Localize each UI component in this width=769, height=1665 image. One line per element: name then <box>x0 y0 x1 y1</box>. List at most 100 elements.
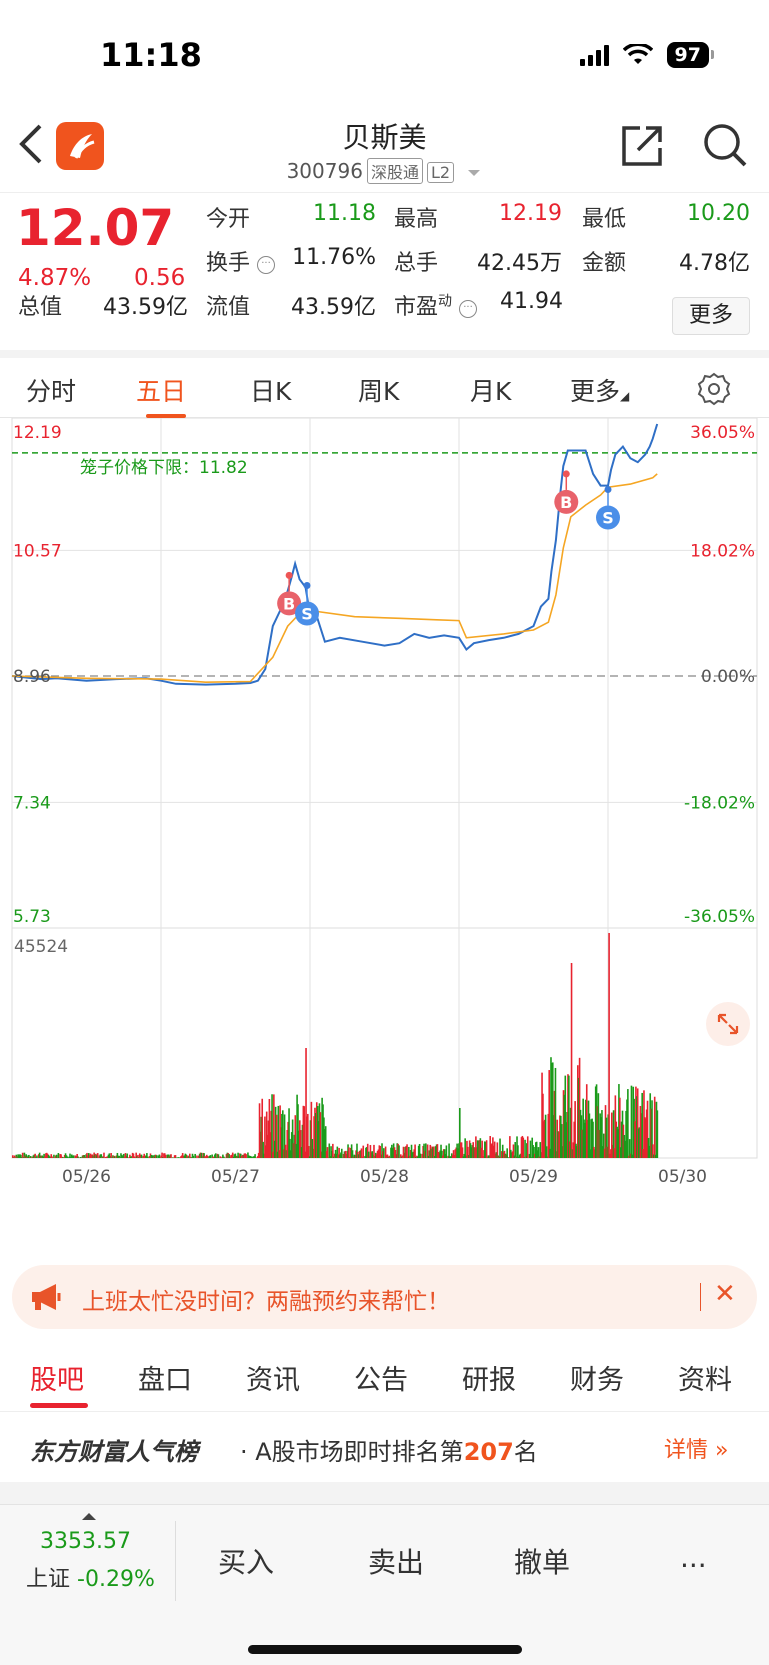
volume-bar <box>457 1148 459 1158</box>
marker-badge <box>596 505 620 530</box>
volume-bar <box>48 1156 51 1158</box>
share-icon[interactable] <box>620 124 664 168</box>
series-price <box>11 423 659 686</box>
volume-bar <box>39 1155 42 1158</box>
volume-bar <box>184 1153 187 1158</box>
volume-bar <box>249 1155 252 1158</box>
volume-bar <box>199 1152 202 1158</box>
search-icon[interactable] <box>702 122 748 168</box>
expand-chart-button[interactable] <box>706 1002 750 1046</box>
gear-icon[interactable] <box>697 372 731 406</box>
app-logo[interactable] <box>56 122 104 170</box>
volume-bar <box>641 1092 643 1158</box>
volume-bar <box>442 1155 444 1158</box>
volume-bar <box>533 1146 535 1158</box>
buy-button[interactable]: 买入 <box>218 1546 275 1579</box>
more-actions-button[interactable]: ... <box>680 1541 707 1574</box>
volume-bar <box>505 1154 508 1158</box>
volume-bar <box>124 1153 127 1158</box>
x-tick-label: 05/29 <box>509 1167 558 1187</box>
active-tab-underline <box>146 414 186 418</box>
volume-bar <box>54 1155 57 1158</box>
volume-bar <box>167 1154 170 1158</box>
volume-bar <box>539 1142 542 1158</box>
volume-bar <box>445 1145 448 1158</box>
popularity-rank[interactable]: 东方财富人气榜 · A股市场即时排名第207名 详情 » <box>0 1412 769 1482</box>
tab-profile[interactable]: 资料 <box>678 1365 732 1396</box>
buy-marker[interactable]: B <box>554 470 579 514</box>
volume-bar <box>98 1155 101 1158</box>
more-quote-button[interactable]: 更多 <box>672 297 750 335</box>
volume-bar <box>537 1147 540 1158</box>
rank-brand: 东方财富人气榜 <box>30 1438 198 1466</box>
tab-order-book[interactable]: 盘口 <box>138 1365 192 1396</box>
sell-marker[interactable]: S <box>295 581 320 626</box>
stock-code-line[interactable]: 300796 深股通 L2 <box>0 158 769 184</box>
sell-button[interactable]: 卖出 <box>368 1546 425 1579</box>
tab-monthly-k[interactable]: 月K <box>470 377 512 406</box>
volume-bar <box>49 1156 52 1158</box>
tab-news[interactable]: 资讯 <box>246 1365 300 1396</box>
volume-bar <box>265 1145 267 1158</box>
volume-bar <box>585 1084 588 1158</box>
volume-bar <box>202 1152 205 1158</box>
sell-marker[interactable]: S <box>596 486 620 530</box>
volume-bar <box>42 1156 44 1158</box>
volume-bar <box>559 1115 561 1158</box>
rank-detail-link[interactable]: 详情 » <box>664 1438 729 1463</box>
tab-announcements[interactable]: 公告 <box>354 1365 408 1396</box>
volume-bar <box>541 1072 543 1158</box>
tab-financials[interactable]: 财务 <box>570 1365 624 1396</box>
volume-bar <box>209 1155 212 1158</box>
back-button[interactable] <box>18 122 48 172</box>
tab-weekly-k[interactable]: 周K <box>358 377 400 406</box>
volume-bar <box>45 1153 47 1158</box>
chart-grid <box>11 418 758 1159</box>
volume-bar <box>217 1154 220 1158</box>
volume-bar <box>172 1157 174 1158</box>
volume-bar <box>60 1154 62 1158</box>
tab-forum[interactable]: 股吧 <box>30 1365 84 1396</box>
promo-banner[interactable]: 上班太忙没时间？两融预约来帮忙！ ✕ <box>12 1265 757 1329</box>
volume-bar <box>550 1057 552 1158</box>
tab-five-day[interactable]: 五日 <box>136 377 187 406</box>
index-line[interactable]: 上证 -0.29% <box>26 1567 155 1592</box>
tab-research[interactable]: 研报 <box>462 1365 516 1396</box>
volume-bar <box>605 1117 608 1158</box>
volume-bar <box>208 1155 211 1158</box>
info-dots-icon[interactable]: ··· <box>257 256 276 274</box>
volume-bar <box>473 1147 475 1158</box>
price-lines <box>11 423 659 686</box>
volume-bar <box>333 1153 336 1158</box>
volume-bar <box>416 1156 419 1158</box>
volume-bar <box>130 1156 132 1158</box>
wifi-icon <box>622 44 653 64</box>
cancel-order-button[interactable]: 撤单 <box>514 1546 571 1579</box>
index-value[interactable]: 3353.57 <box>40 1529 131 1554</box>
tab-more[interactable]: 更多◢ <box>570 377 630 406</box>
volume-bar <box>652 1144 654 1158</box>
volume-bar <box>528 1153 531 1158</box>
volume-bar <box>297 1104 299 1158</box>
volume-bar <box>437 1151 440 1158</box>
volume-bar <box>478 1140 481 1158</box>
volume-bar <box>155 1154 157 1158</box>
volume-bar <box>36 1155 38 1158</box>
info-dots-icon[interactable]: ··· <box>459 300 478 318</box>
volume-bar <box>408 1155 411 1158</box>
close-icon[interactable]: ✕ <box>714 1279 736 1309</box>
tab-daily-k[interactable]: 日K <box>250 377 292 406</box>
tab-intraday[interactable]: 分时 <box>26 377 77 406</box>
marker-badge <box>277 591 302 616</box>
volume-bar <box>545 1146 548 1158</box>
index-expand-icon[interactable] <box>82 1513 96 1520</box>
volume-bar <box>374 1155 376 1158</box>
buy-marker[interactable]: B <box>277 571 302 616</box>
y-left-tick: 8.96 <box>13 667 51 687</box>
volume-bar <box>571 1149 574 1158</box>
volume-bar <box>577 1065 579 1158</box>
volume-bar <box>608 933 610 1158</box>
volume-bar <box>153 1156 155 1158</box>
